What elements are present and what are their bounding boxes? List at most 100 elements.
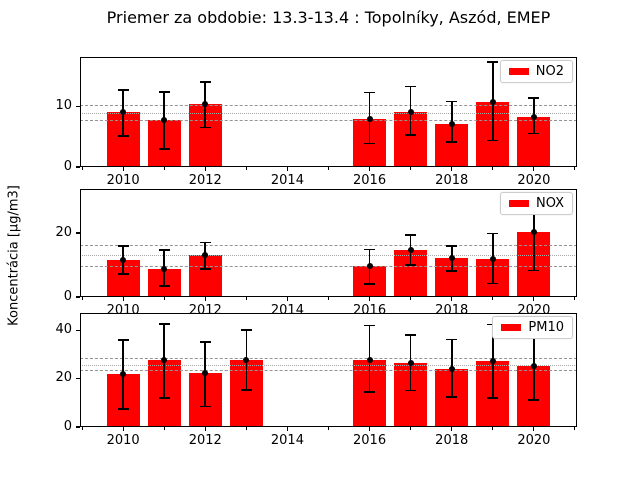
x-tick-2012 xyxy=(204,167,206,171)
mean-dot-2020 xyxy=(530,363,537,370)
x-minor-tick-2015 xyxy=(328,167,329,170)
mean-dot-2010 xyxy=(120,109,127,116)
x-tick-label-2012: 2012 xyxy=(188,433,222,448)
error-bar-2020 xyxy=(533,209,535,271)
x-tick-label-2014: 2014 xyxy=(270,173,304,188)
y-tick-10 xyxy=(76,106,80,108)
error-cap-bottom-2010 xyxy=(117,408,129,410)
mean-dot-2017 xyxy=(407,247,414,254)
mean-dot-2016 xyxy=(366,356,373,363)
y-tick-40 xyxy=(76,329,80,331)
mean-dot-2010 xyxy=(120,371,127,378)
error-cap-top-2013 xyxy=(240,329,252,332)
x-tick-2014 xyxy=(286,427,288,431)
error-cap-bottom-2020 xyxy=(528,132,540,135)
mean-dot-2012 xyxy=(202,370,209,377)
error-cap-top-2017 xyxy=(405,85,417,88)
x-tick-2014 xyxy=(286,167,288,171)
error-cap-bottom-2012 xyxy=(199,268,211,271)
reference-line-upper xyxy=(80,105,577,107)
error-cap-top-2010 xyxy=(117,89,129,91)
x-minor-tick-2011 xyxy=(163,427,165,430)
error-cap-top-2012 xyxy=(199,341,211,344)
mean-dot-2020 xyxy=(530,229,537,236)
legend-label: PM10 xyxy=(528,320,564,335)
mean-dot-2016 xyxy=(366,263,373,270)
y-tick-0 xyxy=(76,166,80,168)
error-cap-bottom-2016 xyxy=(364,283,376,286)
y-axis-label: Koncentrácia [µg/m3] xyxy=(6,185,22,326)
legend-no2: NO2 xyxy=(499,60,573,83)
x-tick-label-2010: 2010 xyxy=(106,433,140,448)
x-tick-label-2010: 2010 xyxy=(106,173,140,188)
error-cap-bottom-2019 xyxy=(487,139,499,142)
x-tick-label-2012: 2012 xyxy=(188,173,222,188)
x-tick-2020 xyxy=(533,427,535,431)
y-tick-label-40: 40 xyxy=(55,321,72,337)
x-tick-label-2016: 2016 xyxy=(353,173,387,188)
legend-swatch-pm10 xyxy=(501,324,522,331)
error-cap-bottom-2010 xyxy=(117,272,129,275)
error-cap-bottom-2017 xyxy=(405,134,417,137)
error-cap-bottom-2017 xyxy=(405,264,417,266)
error-cap-top-2011 xyxy=(158,249,170,251)
x-tick-label-2020: 2020 xyxy=(517,433,551,448)
y-tick-0 xyxy=(76,296,80,298)
x-tick-2012 xyxy=(204,427,206,431)
reference-line-lower xyxy=(80,369,577,371)
error-cap-bottom-2011 xyxy=(158,285,170,287)
x-tick-label-2010: 2010 xyxy=(106,303,140,318)
mean-dot-2011 xyxy=(161,357,168,364)
error-cap-bottom-2016 xyxy=(364,142,376,145)
x-tick-2016 xyxy=(368,297,371,301)
x-tick-label-2016: 2016 xyxy=(353,433,387,448)
mean-dot-2020 xyxy=(530,113,537,120)
error-cap-bottom-2020 xyxy=(528,269,540,272)
y-tick-20 xyxy=(76,232,80,234)
mean-dot-2013 xyxy=(243,357,250,364)
error-cap-top-2010 xyxy=(117,339,129,342)
x-minor-tick-2015 xyxy=(328,427,329,430)
mean-dot-2016 xyxy=(366,115,373,122)
error-cap-bottom-2019 xyxy=(487,282,499,285)
y-tick-label-0: 0 xyxy=(63,158,72,174)
reference-line-lower xyxy=(80,266,577,268)
mean-dot-2019 xyxy=(489,256,496,263)
error-bar-2020 xyxy=(533,324,535,400)
error-cap-top-2019 xyxy=(487,61,499,63)
reference-line-upper xyxy=(80,358,577,360)
error-cap-bottom-2010 xyxy=(117,134,129,137)
mean-dot-2018 xyxy=(448,255,455,262)
x-minor-tick-2019 xyxy=(492,427,494,430)
error-cap-bottom-2019 xyxy=(487,397,499,399)
mean-dot-2019 xyxy=(489,358,496,365)
error-cap-bottom-2012 xyxy=(199,405,211,408)
x-tick-label-2020: 2020 xyxy=(517,303,551,318)
x-minor-tick-2013 xyxy=(245,427,247,430)
reference-line-mean xyxy=(80,364,577,366)
x-minor-tick-2019 xyxy=(492,167,494,170)
chart-title: Priemer za obdobie: 13.3-13.4 : Topolník… xyxy=(106,8,551,27)
x-tick-2018 xyxy=(451,427,453,431)
legend-label: NO2 xyxy=(535,64,564,79)
x-minor-tick-2017 xyxy=(410,167,412,170)
mean-dot-2017 xyxy=(407,108,414,115)
error-cap-top-2017 xyxy=(405,333,417,336)
x-tick-label-2018: 2018 xyxy=(435,303,469,318)
x-tick-2010 xyxy=(122,167,124,171)
error-cap-bottom-2018 xyxy=(446,396,458,398)
x-tick-2010 xyxy=(122,427,124,431)
x-minor-tick-2009 xyxy=(81,167,83,170)
y-tick-label-0: 0 xyxy=(63,288,72,304)
y-tick-label-10: 10 xyxy=(55,98,72,114)
mean-dot-2010 xyxy=(120,257,127,264)
x-minor-tick-2019 xyxy=(492,297,494,300)
mean-dot-2019 xyxy=(489,99,496,106)
x-tick-2014 xyxy=(286,297,288,301)
y-tick-label-20: 20 xyxy=(55,224,72,240)
error-cap-bottom-2016 xyxy=(364,390,376,393)
legend-pm10: PM10 xyxy=(492,316,573,339)
x-tick-label-2018: 2018 xyxy=(435,173,469,188)
error-cap-bottom-2011 xyxy=(158,148,170,150)
x-minor-tick-2015 xyxy=(328,297,329,300)
